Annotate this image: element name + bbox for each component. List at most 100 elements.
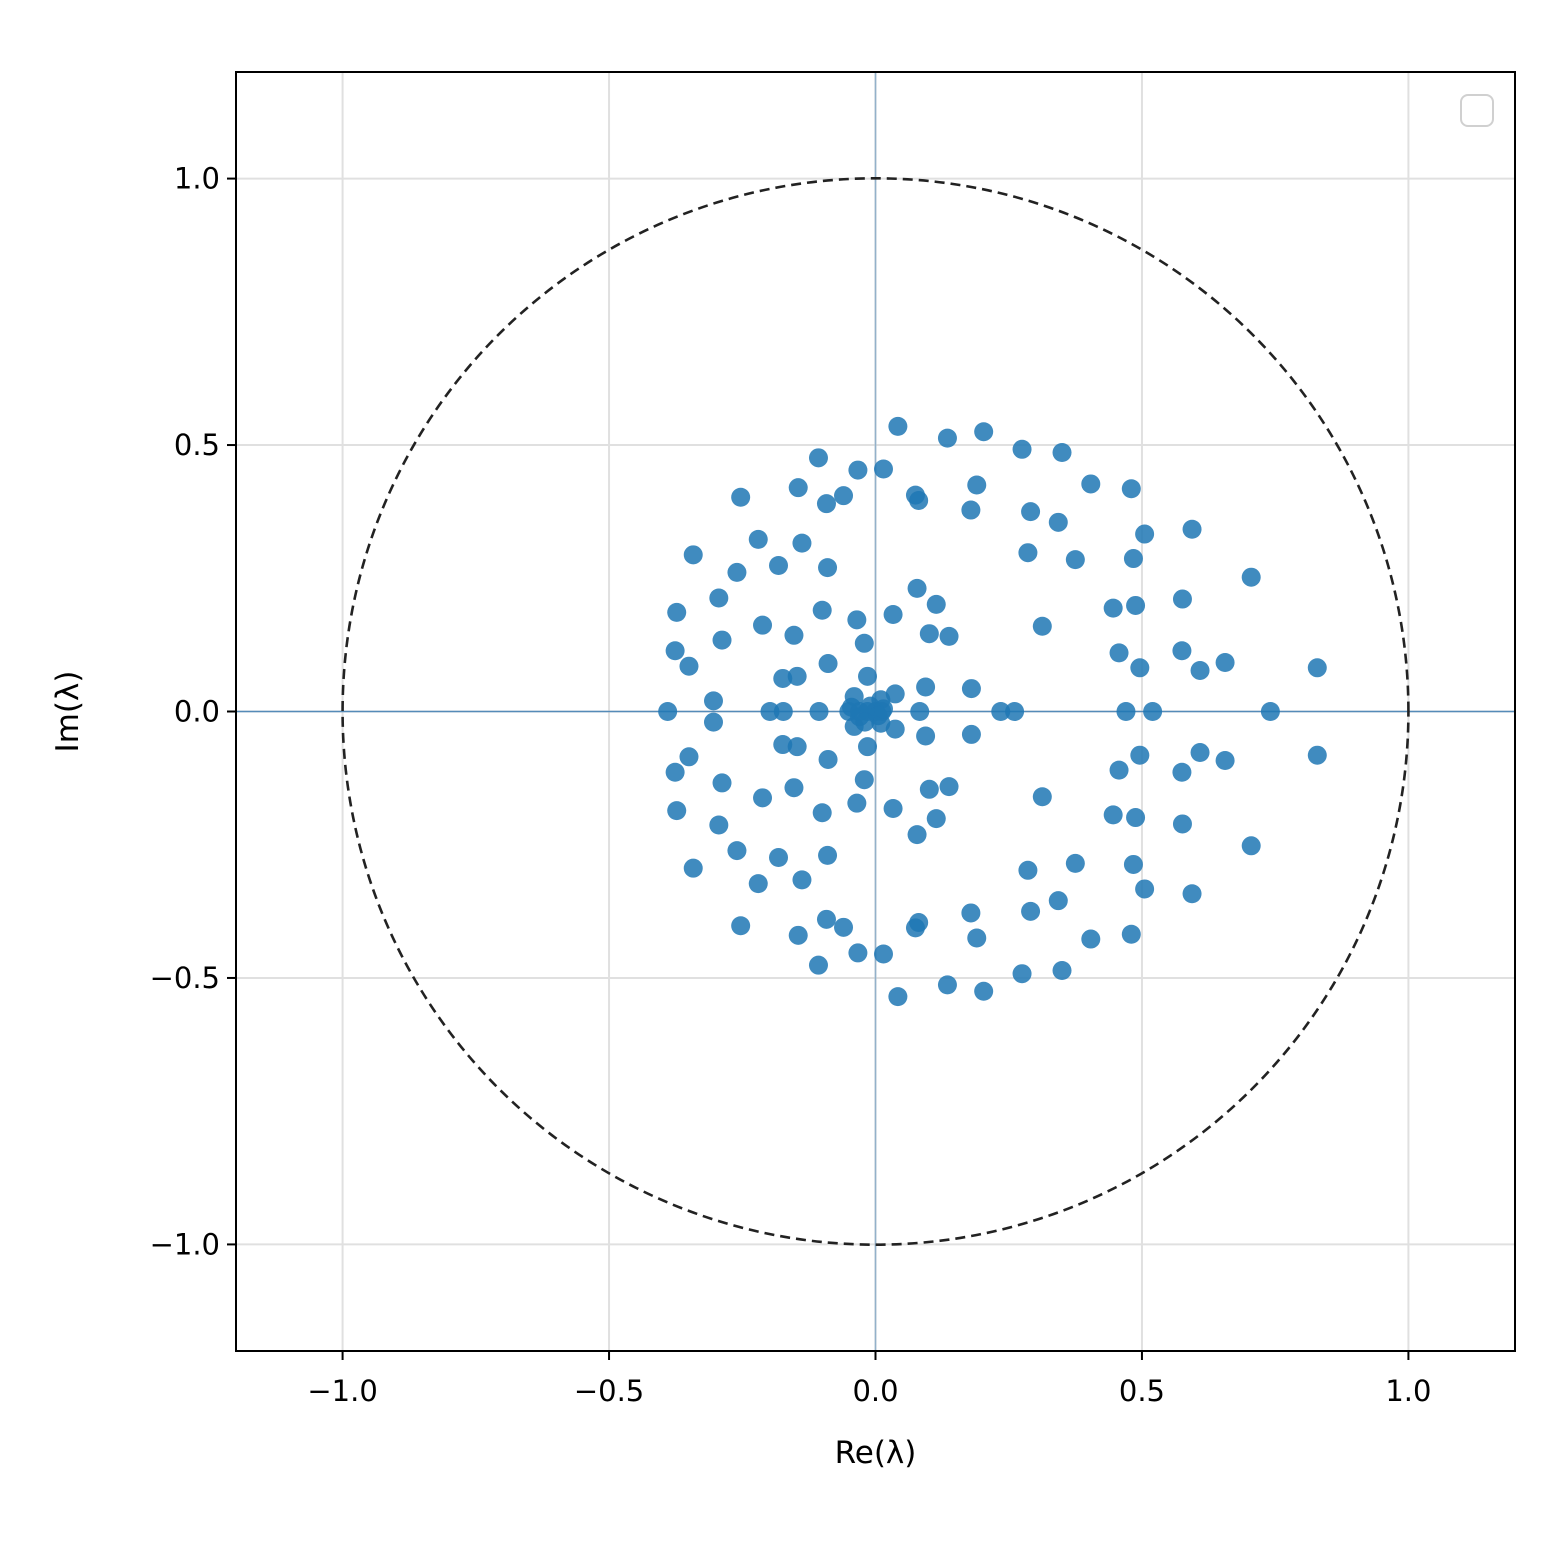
data-point-51 (1018, 860, 1038, 880)
data-point-62 (907, 578, 927, 598)
data-point-42 (1182, 519, 1202, 539)
data-point-136 (773, 702, 793, 721)
data-point-65 (1241, 836, 1261, 856)
x-axis-label: Re(λ) (835, 1435, 917, 1471)
data-point-72 (1103, 598, 1123, 618)
data-point-77 (812, 803, 832, 823)
data-point-69 (1172, 814, 1192, 834)
data-point-6 (1012, 439, 1032, 459)
data-point-37 (1021, 901, 1041, 921)
data-point-106 (818, 654, 838, 674)
data-point-56 (727, 562, 747, 582)
data-point-109 (1215, 751, 1235, 771)
data-point-135 (760, 702, 780, 721)
data-point-9 (1052, 960, 1072, 980)
data-point-113 (1190, 743, 1210, 763)
data-point-94 (939, 626, 959, 646)
data-point-4 (974, 422, 994, 442)
data-point-90 (784, 625, 804, 645)
eigenvalue-points (658, 416, 1327, 1007)
data-point-114 (1307, 658, 1327, 678)
data-point-36 (1021, 502, 1041, 522)
data-point-47 (792, 870, 812, 890)
data-point-111 (1130, 745, 1150, 765)
data-point-101 (665, 762, 685, 782)
data-point-25 (788, 925, 808, 945)
data-point-121 (773, 735, 793, 755)
data-point-26 (834, 486, 854, 506)
data-point-67 (709, 815, 729, 835)
x-tick-label-3: 0.5 (1119, 1374, 1165, 1408)
data-point-17 (1081, 929, 1101, 949)
data-point-71 (1126, 808, 1146, 828)
data-point-83 (847, 793, 867, 813)
data-point-27 (834, 917, 854, 937)
data-point-52 (1065, 550, 1085, 570)
data-point-12 (848, 460, 868, 480)
data-point-137 (809, 702, 829, 721)
data-point-2 (937, 428, 957, 448)
x-tick-label-1: −0.5 (574, 1374, 644, 1408)
data-point-140 (1005, 702, 1025, 721)
data-point-20 (967, 475, 987, 495)
data-point-24 (788, 478, 808, 498)
data-point-154 (873, 699, 893, 719)
data-point-38 (1048, 512, 1068, 532)
data-point-122 (916, 677, 936, 697)
data-point-14 (873, 459, 893, 479)
data-point-64 (1241, 567, 1261, 587)
data-point-34 (961, 500, 981, 520)
data-point-53 (1065, 853, 1085, 873)
data-point-74 (926, 594, 946, 614)
data-point-73 (1103, 805, 1123, 825)
data-point-8 (1052, 443, 1072, 463)
data-point-99 (1109, 760, 1129, 780)
data-point-152 (842, 697, 862, 717)
data-point-35 (961, 903, 981, 923)
data-point-76 (812, 600, 832, 620)
data-point-44 (748, 529, 768, 549)
data-point-11 (808, 955, 828, 975)
data-point-127 (885, 719, 905, 739)
data-point-112 (1190, 660, 1210, 680)
data-point-108 (1215, 652, 1235, 672)
data-point-116 (858, 666, 878, 686)
data-point-68 (1172, 589, 1192, 609)
y-tick-label-1: −0.5 (150, 961, 220, 995)
data-point-49 (683, 858, 703, 878)
data-point-128 (703, 691, 723, 711)
data-point-10 (808, 448, 828, 468)
data-point-118 (787, 666, 807, 686)
data-point-13 (848, 943, 868, 963)
data-point-139 (991, 702, 1011, 721)
data-point-105 (679, 747, 699, 767)
data-point-61 (818, 845, 838, 865)
data-point-92 (919, 624, 939, 644)
data-point-86 (753, 615, 773, 635)
legend-box (1460, 94, 1494, 127)
data-point-16 (1081, 474, 1101, 494)
data-point-59 (769, 848, 789, 868)
data-point-40 (1135, 524, 1155, 544)
data-point-55 (1123, 854, 1143, 874)
data-point-82 (847, 610, 867, 630)
data-point-43 (1182, 884, 1202, 904)
data-point-110 (1130, 658, 1150, 678)
data-point-143 (1260, 702, 1280, 721)
data-point-89 (712, 773, 732, 793)
data-point-33 (909, 913, 929, 933)
data-point-134 (658, 702, 678, 721)
data-point-102 (1172, 641, 1192, 661)
data-point-63 (907, 825, 927, 845)
data-point-95 (939, 777, 959, 797)
data-point-15 (873, 944, 893, 964)
data-point-0 (888, 416, 908, 436)
y-axis-ticks: −1.0 −0.5 0.0 0.5 1.0 (150, 162, 236, 1261)
data-point-84 (1032, 616, 1052, 636)
data-point-129 (703, 712, 723, 732)
data-point-75 (926, 809, 946, 829)
data-point-18 (1121, 479, 1141, 499)
data-point-103 (1172, 762, 1192, 782)
data-point-98 (1109, 643, 1129, 663)
